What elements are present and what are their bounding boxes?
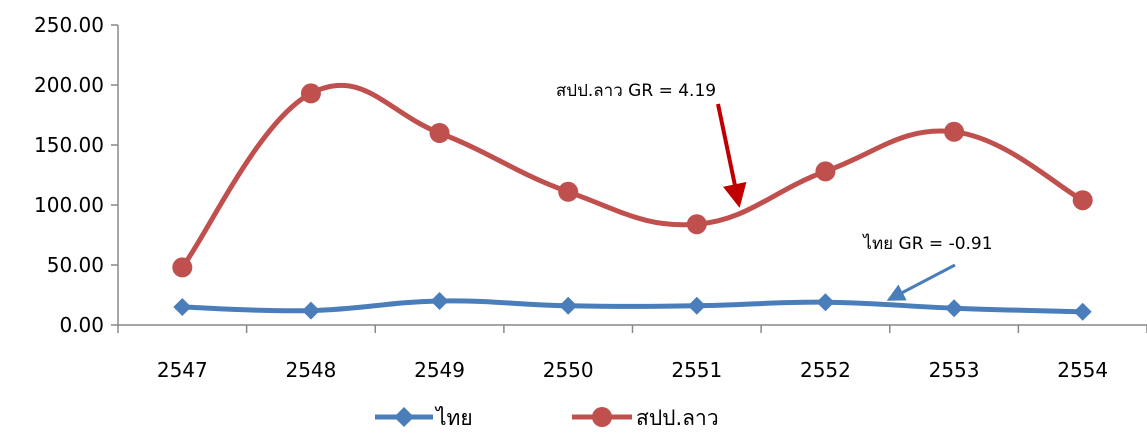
y-tick-label: 200.00	[34, 73, 104, 97]
data-point	[945, 299, 964, 318]
legend-thai-label: ไทย	[434, 406, 473, 430]
legend-lao-marker	[592, 407, 612, 427]
x-tick-label: 2547	[157, 358, 208, 382]
y-tick-label: 250.00	[34, 13, 104, 37]
y-tick-label: 0.00	[59, 313, 104, 337]
y-tick-label: 50.00	[47, 253, 104, 277]
annotation-thai-label: ไทย GR = -0.91	[861, 233, 992, 254]
annotation-lao: สปป.ลาว GR = 4.19	[556, 81, 747, 208]
legend-lao-label: สปป.ลาว	[636, 406, 719, 430]
x-tick-label: 2553	[929, 358, 980, 382]
data-point	[172, 257, 193, 278]
annotation-thai: ไทย GR = -0.91	[861, 233, 993, 301]
legend-thai-marker	[394, 407, 414, 427]
data-point	[944, 121, 965, 142]
data-point	[1073, 302, 1092, 321]
series-lao	[172, 82, 1093, 278]
x-tick-label: 2550	[543, 358, 594, 382]
data-point	[429, 123, 450, 143]
data-point	[815, 161, 836, 182]
y-tick-label: 150.00	[34, 133, 104, 157]
data-point	[430, 292, 449, 310]
data-point	[558, 181, 579, 202]
legend-item-lao: สปป.ลาว	[572, 406, 719, 430]
x-tick-label: 2549	[414, 358, 465, 382]
axes	[117, 25, 1147, 326]
data-point	[816, 293, 835, 312]
data-point	[301, 301, 320, 320]
annotation-thai-arrow	[886, 263, 956, 301]
data-point	[1072, 190, 1093, 211]
series-line	[179, 298, 1086, 315]
x-tick-label: 2551	[671, 358, 722, 382]
x-tick-label: 2554	[1057, 358, 1108, 382]
data-point	[559, 296, 578, 315]
data-point	[686, 214, 707, 235]
data-point	[173, 298, 192, 316]
annotation-lao-arrow	[716, 103, 747, 208]
series-thai	[173, 292, 1092, 321]
x-tick-label: 2552	[800, 358, 851, 382]
data-point	[300, 83, 321, 104]
y-ticks: 0.00 50.00 100.00 150.00 200.00 250.00	[34, 13, 118, 337]
annotation-lao-label: สปป.ลาว GR = 4.19	[556, 81, 716, 101]
x-ticks: 2547 2548 2549 2550 2551 2552 2553 2554	[117, 325, 1147, 382]
legend: ไทย สปป.ลาว	[375, 406, 719, 430]
data-point	[687, 296, 706, 315]
series-layer	[172, 82, 1093, 321]
x-tick-label: 2548	[285, 358, 336, 382]
y-tick-label: 100.00	[34, 193, 104, 217]
legend-item-thai: ไทย	[375, 406, 473, 430]
